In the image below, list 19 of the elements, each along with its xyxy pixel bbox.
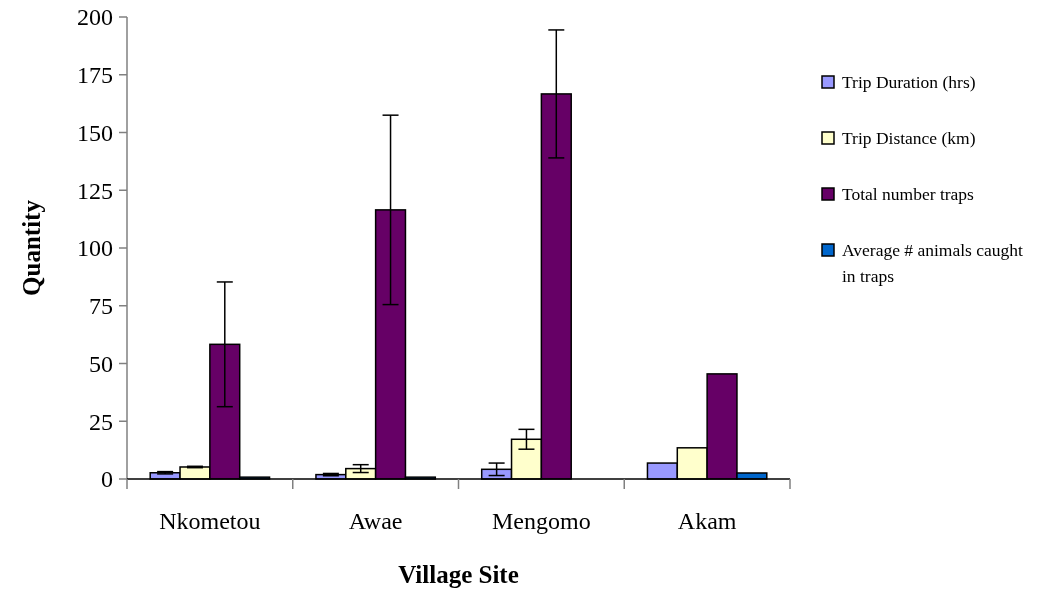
y-tick-label: 200 (77, 4, 113, 31)
y-tick-label: 75 (89, 293, 113, 320)
x-tick-label: Awae (348, 508, 403, 534)
legend-label: Trip Distance (km) (842, 128, 976, 149)
y-axis-title: Quantity (18, 199, 45, 296)
y-tick-label: 125 (77, 177, 113, 204)
y-tick-label: 100 (77, 235, 113, 262)
y-tick-label: 25 (89, 408, 113, 435)
y-tick-label: 150 (77, 119, 113, 146)
y-tick-label: 50 (89, 350, 113, 377)
x-tick-label: Nkometou (159, 508, 261, 534)
y-tick-label: 0 (101, 466, 113, 493)
legend-label: Trip Duration (hrs) (842, 72, 976, 93)
x-tick-label: Mengomo (492, 508, 591, 534)
legend-label: Total number traps (842, 184, 975, 205)
legend-label: Average # animals caught in traps (842, 240, 1024, 287)
x-axis-title: Village Site (398, 561, 519, 588)
x-tick-label: Akam (677, 508, 737, 534)
y-tick-label: 175 (77, 62, 113, 89)
